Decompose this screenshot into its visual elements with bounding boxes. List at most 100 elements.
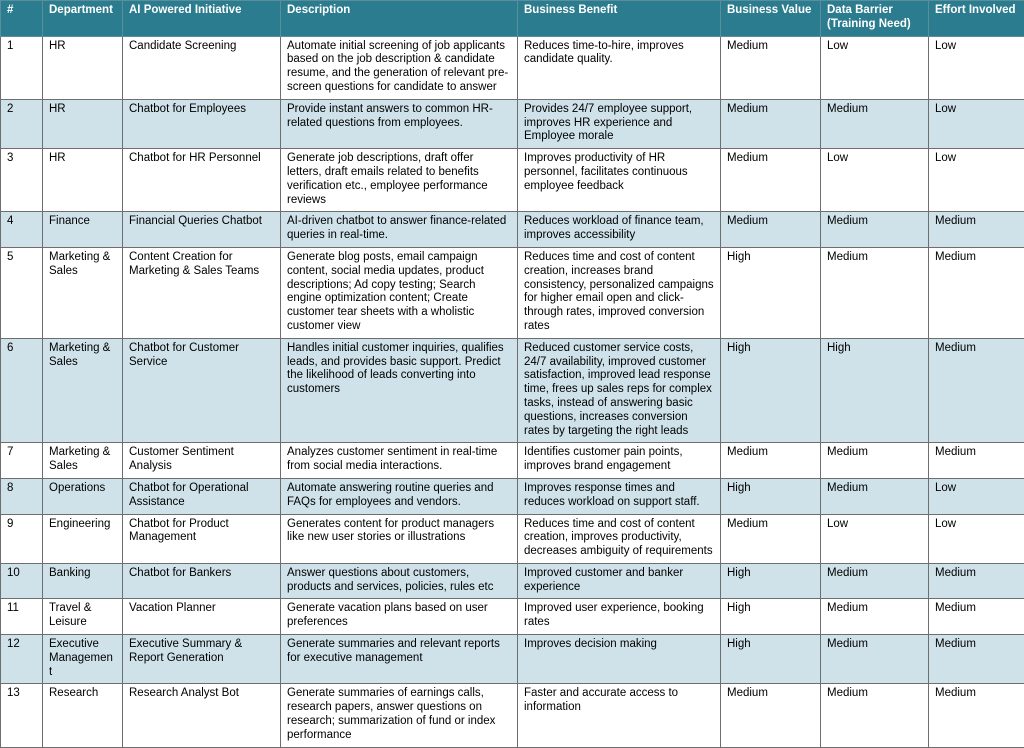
cell-business_value: Medium (721, 212, 821, 248)
cell-benefit: Improved user experience, booking rates (518, 599, 721, 635)
cell-effort: Medium (929, 599, 1024, 635)
cell-business_value: Medium (721, 684, 821, 747)
cell-department: Marketing & Sales (43, 443, 123, 479)
column-header-department: Department (43, 1, 123, 37)
cell-description: Automate initial screening of job applic… (281, 36, 518, 99)
cell-num: 10 (1, 563, 43, 599)
cell-num: 11 (1, 599, 43, 635)
cell-description: Handles initial customer inquiries, qual… (281, 338, 518, 443)
cell-effort: Low (929, 99, 1024, 148)
cell-initiative: Chatbot for Product Management (123, 514, 281, 563)
cell-initiative: Vacation Planner (123, 599, 281, 635)
cell-initiative: Chatbot for Operational Assistance (123, 478, 281, 514)
cell-initiative: Chatbot for Customer Service (123, 338, 281, 443)
cell-department: Marketing & Sales (43, 338, 123, 443)
cell-num: 7 (1, 443, 43, 479)
cell-department: Finance (43, 212, 123, 248)
cell-effort: Medium (929, 684, 1024, 747)
cell-effort: Low (929, 478, 1024, 514)
cell-benefit: Provides 24/7 employee support, improves… (518, 99, 721, 148)
cell-initiative: Chatbot for Employees (123, 99, 281, 148)
cell-business_value: High (721, 338, 821, 443)
cell-business_value: High (721, 599, 821, 635)
cell-num: 13 (1, 684, 43, 747)
cell-description: Generate blog posts, email campaign cont… (281, 247, 518, 338)
cell-data_barrier: Medium (821, 478, 929, 514)
column-header-description: Description (281, 1, 518, 37)
cell-initiative: Financial Queries Chatbot (123, 212, 281, 248)
cell-department: HR (43, 149, 123, 212)
cell-department: Engineering (43, 514, 123, 563)
cell-department: Travel & Leisure (43, 599, 123, 635)
cell-business_value: Medium (721, 514, 821, 563)
cell-business_value: Medium (721, 99, 821, 148)
cell-benefit: Improved customer and banker experience (518, 563, 721, 599)
column-header-benefit: Business Benefit (518, 1, 721, 37)
cell-data_barrier: High (821, 338, 929, 443)
column-header-data_barrier: Data Barrier (Training Need) (821, 1, 929, 37)
cell-data_barrier: Medium (821, 99, 929, 148)
cell-benefit: Reduced customer service costs, 24/7 ava… (518, 338, 721, 443)
cell-data_barrier: Medium (821, 684, 929, 747)
cell-department: Banking (43, 563, 123, 599)
cell-description: Automate answering routine queries and F… (281, 478, 518, 514)
cell-description: Answer questions about customers, produc… (281, 563, 518, 599)
cell-initiative: Research Analyst Bot (123, 684, 281, 747)
cell-benefit: Identifies customer pain points, improve… (518, 443, 721, 479)
cell-description: Generate job descriptions, draft offer l… (281, 149, 518, 212)
cell-num: 8 (1, 478, 43, 514)
column-header-num: # (1, 1, 43, 37)
cell-initiative: Chatbot for Bankers (123, 563, 281, 599)
cell-description: Provide instant answers to common HR-rel… (281, 99, 518, 148)
cell-benefit: Reduces workload of finance team, improv… (518, 212, 721, 248)
cell-benefit: Faster and accurate access to informatio… (518, 684, 721, 747)
cell-num: 9 (1, 514, 43, 563)
cell-initiative: Content Creation for Marketing & Sales T… (123, 247, 281, 338)
cell-business_value: High (721, 478, 821, 514)
cell-business_value: High (721, 563, 821, 599)
cell-num: 2 (1, 99, 43, 148)
cell-description: Generate vacation plans based on user pr… (281, 599, 518, 635)
column-header-effort: Effort Involved (929, 1, 1024, 37)
cell-benefit: Reduces time-to-hire, improves candidate… (518, 36, 721, 99)
cell-initiative: Chatbot for HR Personnel (123, 149, 281, 212)
cell-data_barrier: Medium (821, 563, 929, 599)
cell-benefit: Reduces time and cost of content creatio… (518, 247, 721, 338)
cell-num: 4 (1, 212, 43, 248)
cell-data_barrier: Medium (821, 599, 929, 635)
cell-data_barrier: Low (821, 149, 929, 212)
cell-num: 5 (1, 247, 43, 338)
cell-initiative: Customer Sentiment Analysis (123, 443, 281, 479)
cell-data_barrier: Low (821, 514, 929, 563)
cell-description: AI-driven chatbot to answer finance-rela… (281, 212, 518, 248)
cell-num: 3 (1, 149, 43, 212)
cell-num: 1 (1, 36, 43, 99)
cell-benefit: Improves response times and reduces work… (518, 478, 721, 514)
cell-effort: Low (929, 36, 1024, 99)
cell-benefit: Reduces time and cost of content creatio… (518, 514, 721, 563)
cell-benefit: Improves productivity of HR personnel, f… (518, 149, 721, 212)
cell-department: HR (43, 99, 123, 148)
cell-business_value: Medium (721, 443, 821, 479)
cell-effort: Low (929, 149, 1024, 212)
cell-effort: Medium (929, 563, 1024, 599)
cell-num: 6 (1, 338, 43, 443)
cell-data_barrier: Medium (821, 443, 929, 479)
cell-department: HR (43, 36, 123, 99)
cell-business_value: High (721, 247, 821, 338)
